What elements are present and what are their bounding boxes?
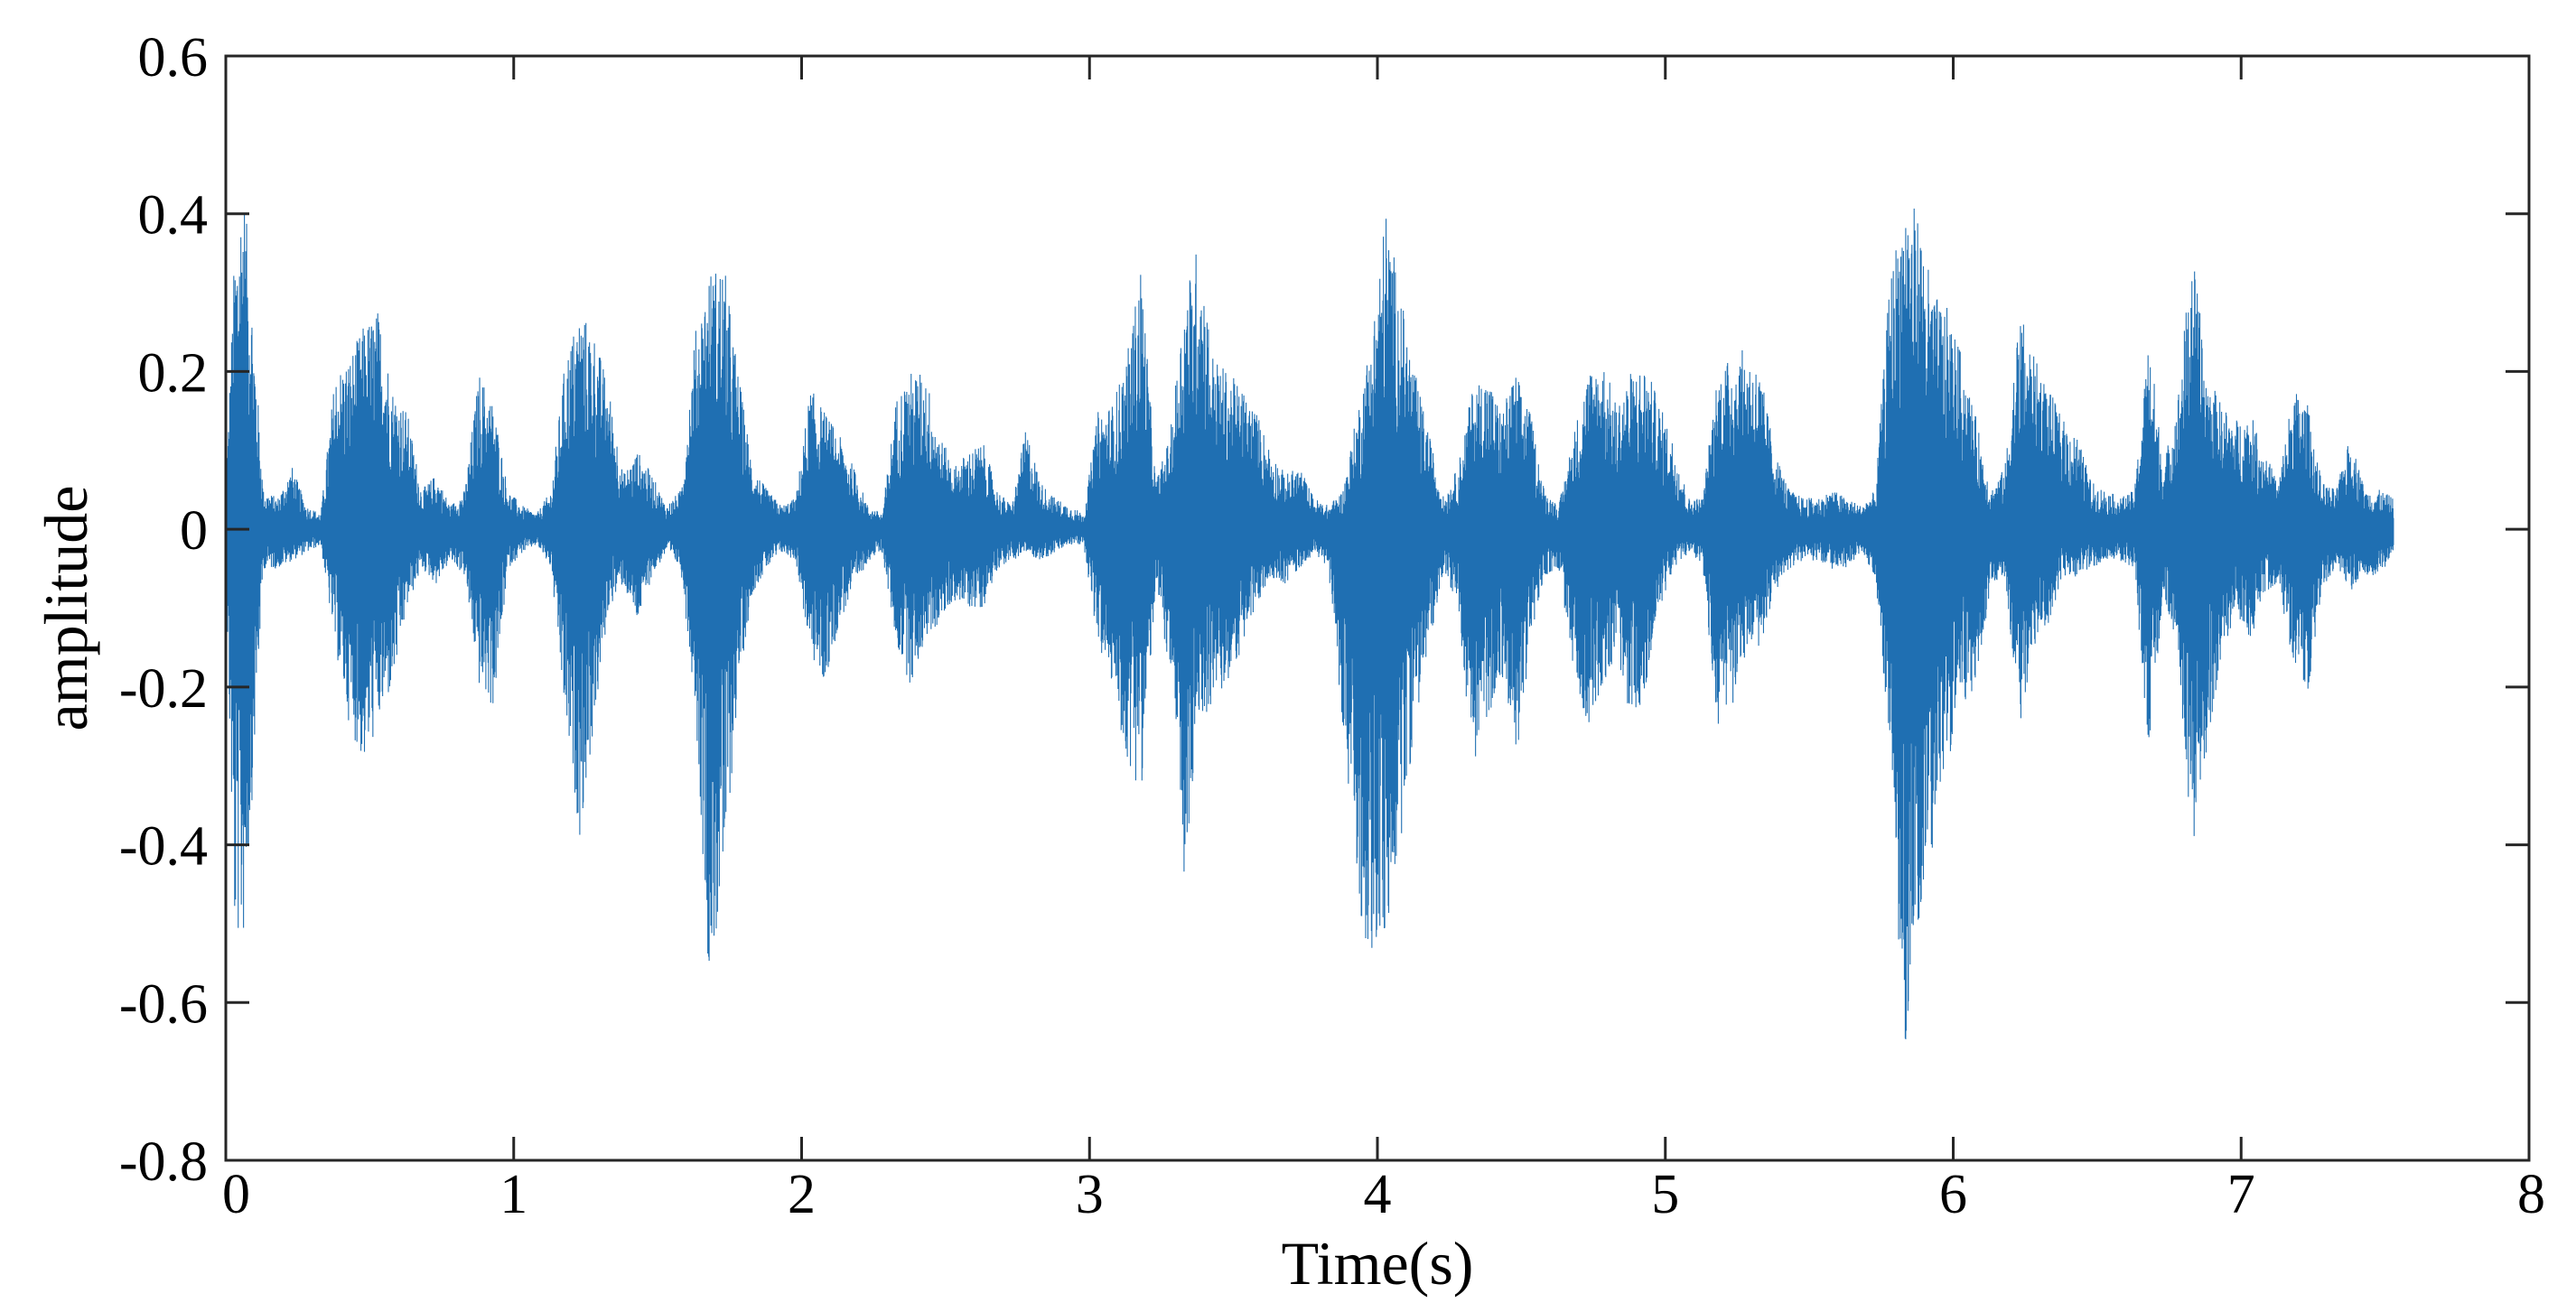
y-axis-title: amplitude <box>32 486 100 731</box>
y-tick-label: -0.8 <box>119 1131 208 1193</box>
y-tick-label: 0 <box>180 500 208 562</box>
y-axis-ticks <box>226 54 2529 1162</box>
x-axis-ticks <box>224 56 2531 1160</box>
x-tick-label: 0 <box>222 1164 250 1225</box>
x-tick-label: 7 <box>2227 1164 2255 1225</box>
x-tick-label: 3 <box>1076 1164 1104 1225</box>
y-axis-tick-labels: 0.6 0.4 0.2 0 -0.2 -0.4 -0.6 -0.8 <box>119 27 208 1193</box>
x-tick-label: 4 <box>1364 1164 1392 1225</box>
y-tick-label: -0.2 <box>119 658 208 720</box>
x-tick-label: 6 <box>1939 1164 1967 1225</box>
x-axis-tick-labels: 0 1 2 3 4 5 6 7 8 <box>222 1164 2545 1225</box>
x-tick-label: 1 <box>499 1164 527 1225</box>
y-tick-label: 0.6 <box>138 27 209 88</box>
y-tick-label: -0.6 <box>119 973 208 1035</box>
x-tick-label: 5 <box>1651 1164 1679 1225</box>
y-tick-label: 0.4 <box>138 185 209 247</box>
x-axis-title: Time(s) <box>1282 1229 1474 1298</box>
y-tick-label: 0.2 <box>138 342 209 404</box>
x-tick-label: 8 <box>2517 1164 2545 1225</box>
x-tick-label: 2 <box>788 1164 816 1225</box>
y-tick-label: -0.4 <box>119 816 208 878</box>
